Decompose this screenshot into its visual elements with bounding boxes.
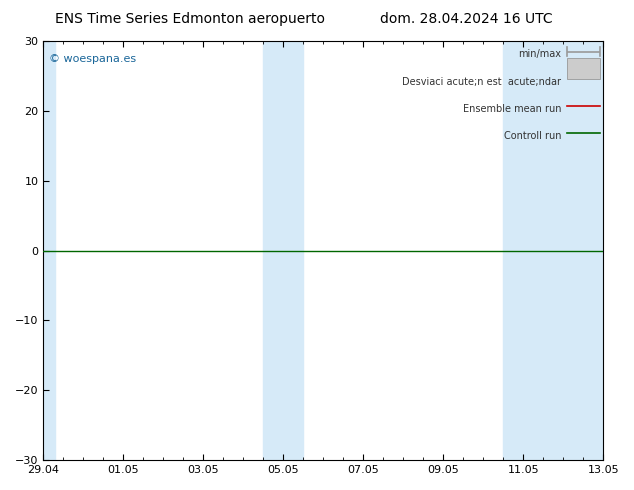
Bar (567, 58, 600, 79)
Bar (31, 41, 55, 460)
Text: Controll run: Controll run (503, 131, 561, 141)
Text: min/max: min/max (518, 49, 561, 59)
Text: dom. 28.04.2024 16 UTC: dom. 28.04.2024 16 UTC (380, 12, 552, 26)
Text: Ensemble mean run: Ensemble mean run (463, 104, 561, 114)
Text: Desviaci acute;n est  acute;ndar: Desviaci acute;n est acute;ndar (402, 76, 561, 87)
Bar (263, 41, 303, 460)
Bar (503, 41, 611, 460)
Text: © woespana.es: © woespana.es (49, 53, 136, 64)
Text: ENS Time Series Edmonton aeropuerto: ENS Time Series Edmonton aeropuerto (55, 12, 325, 26)
